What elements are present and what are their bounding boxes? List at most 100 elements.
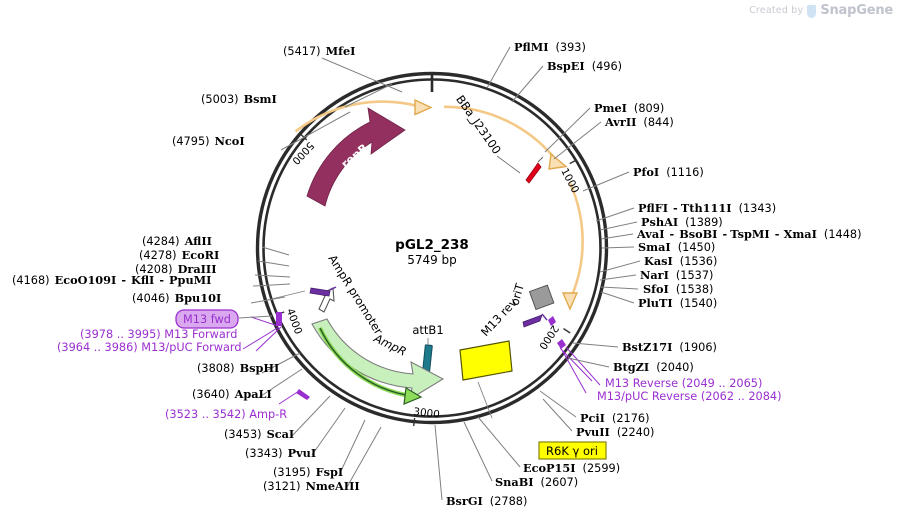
- enzyme-leader-lines: [250, 46, 641, 501]
- ruler-arc-seg-2: [443, 105, 558, 161]
- oriT-label: oriT: [507, 281, 527, 307]
- enzyme-label[interactable]: SfoI (1538): [643, 282, 713, 296]
- badge-M13-fwd[interactable]: M13 fwd: [175, 309, 273, 329]
- enzyme-label[interactable]: PciI (2176): [580, 411, 650, 425]
- enzyme-label[interactable]: PfoI (1116): [633, 165, 704, 179]
- badge-R6K-gamma-ori-label: R6K γ ori: [546, 444, 598, 458]
- M13-fwd-primer-leader-3: [255, 326, 282, 352]
- plasmid-name-title: pGL2_238: [395, 237, 469, 253]
- M13-rev-primer-shape: [557, 339, 566, 349]
- Amp-R-primer-arrow-shape: [296, 389, 310, 400]
- enzyme-label[interactable]: (5417) MfeI: [283, 44, 355, 58]
- badge-R6K-gamma-ori[interactable]: R6K γ ori: [538, 441, 607, 460]
- enzyme-label[interactable]: KasI (1536): [644, 254, 717, 268]
- enzyme-label[interactable]: (5003) BsmI: [201, 92, 277, 106]
- ruler-arrowhead-2: [548, 152, 568, 170]
- feature-repB[interactable]: repB: [306, 107, 406, 207]
- primer-label[interactable]: M13 Reverse (2049 .. 2065): [605, 377, 762, 390]
- M13-fwd-primer-shape: [276, 312, 282, 326]
- ruler-tick-label-1000: 1000: [558, 166, 581, 195]
- primer-label[interactable]: M13/pUC Reverse (2062 .. 2084): [597, 390, 782, 403]
- purple-marker-shape-2: [548, 316, 556, 326]
- ruler-arc-arrowheads: [414, 98, 579, 311]
- M13-fwd-arrow-shape: [309, 287, 331, 297]
- feature-oriT[interactable]: oriT: [507, 281, 555, 311]
- enzyme-label[interactable]: (4795) NcoI: [172, 134, 245, 148]
- feature-attB1[interactable]: attB1: [412, 323, 444, 373]
- enzyme-label[interactable]: (3640) ApaLI: [192, 387, 272, 401]
- enzyme-label[interactable]: PshAI (1389): [641, 215, 723, 229]
- R6K-gamma-ori-shape: [459, 340, 513, 381]
- watermark-prefix: Created by: [749, 5, 804, 16]
- enzyme-label[interactable]: SnaBI (2607): [495, 475, 578, 489]
- ruler-arcs: [294, 100, 584, 301]
- oriT-box-shape: [528, 284, 555, 311]
- ruler-arrowhead-1: [414, 98, 433, 116]
- enzyme-label[interactable]: BsrGI (2788): [446, 494, 527, 508]
- enzyme-label[interactable]: AvrII (844): [604, 115, 674, 129]
- M13-rev-label: M13 rev: [478, 295, 520, 339]
- attB1-box-shape: [422, 344, 433, 373]
- enzyme-label[interactable]: (3121) NmeAIII: [263, 479, 360, 493]
- enzyme-label[interactable]: SmaI (1450): [638, 240, 715, 254]
- M13-rev-primer-leader-1: [559, 347, 593, 382]
- R6K-gamma-ori-leader: [477, 381, 493, 419]
- enzyme-label[interactable]: BspEI (496): [547, 59, 622, 73]
- enzyme-labels-layer[interactable]: (5417) MfeI (5003) BsmI (4795) NcoI (4284) AflI…: [12, 40, 862, 508]
- AmpR-promoter-label: AmpR promoter: [325, 252, 385, 337]
- primer-labels-layer[interactable]: (3978 .. 3995) M13 Forward(3964 .. 3986)…: [57, 328, 782, 421]
- feature-BBa_J23100[interactable]: BBa_J23100: [453, 93, 544, 184]
- enzyme-label[interactable]: AvaI - BsoBI - TspMI - XmaI (1448): [636, 227, 862, 241]
- enzyme-label[interactable]: (4046) Bpu10I: [132, 291, 221, 305]
- BBa_J23100-tip: [537, 156, 544, 163]
- ruler-tick-mark-3000: [412, 417, 416, 427]
- BBa_J23100-leader: [496, 155, 521, 174]
- M13-rev-primer-leader-2: [561, 349, 587, 394]
- AmpR-cds-track: [318, 327, 423, 405]
- enzyme-label[interactable]: (3343) PvuI: [245, 446, 316, 460]
- ruler-tick-mark-1000: [569, 159, 578, 165]
- enzyme-label[interactable]: (4168) EcoO109I - KflI - PpuMI: [12, 273, 211, 287]
- M13-fwd-tail: [329, 286, 337, 291]
- BBa_J23100-arrow-shape: [525, 162, 542, 184]
- M13-rev-tail: [541, 313, 548, 321]
- primer-label[interactable]: (3523 .. 3542) Amp-R: [165, 408, 287, 421]
- attB1-label: attB1: [412, 323, 443, 337]
- enzyme-label[interactable]: BtgZI (2040): [613, 360, 694, 374]
- primer-M13-rev-marker[interactable]: [557, 339, 601, 394]
- enzyme-label[interactable]: PflMI (393): [514, 40, 586, 54]
- enzyme-label[interactable]: PvuII (2240): [576, 425, 654, 439]
- enzyme-label[interactable]: NarI (1537): [640, 268, 713, 282]
- watermark-brand: SnapGene: [820, 3, 893, 18]
- primer-label[interactable]: (3978 .. 3995) M13 Forward: [80, 328, 237, 341]
- ruler-tick-label-2000: 2000: [536, 323, 560, 352]
- snapgene-logo-icon: [807, 5, 817, 18]
- enzyme-label[interactable]: (3453) ScaI: [224, 427, 294, 441]
- ruler-arc-seg-3: [568, 182, 584, 301]
- primer-M13-fwd-marker[interactable]: [242, 312, 282, 352]
- enzyme-label[interactable]: PmeI (809): [594, 101, 664, 115]
- badge-M13-fwd-label: M13 fwd: [183, 313, 231, 326]
- enzyme-label[interactable]: PluTI (1540): [638, 296, 717, 310]
- plasmid-size-label: 5749 bp: [407, 253, 457, 267]
- enzyme-label[interactable]: BstZ17I (1906): [622, 340, 717, 354]
- enzyme-label[interactable]: (4284) AflII: [142, 234, 212, 248]
- snapgene-watermark: Created by SnapGene: [749, 3, 893, 18]
- enzyme-label[interactable]: PflFI - Tth111I (1343): [638, 201, 776, 215]
- enzyme-label[interactable]: (4208) DraIII: [135, 262, 217, 276]
- BBa_J23100-label: BBa_J23100: [453, 93, 504, 157]
- repB-arrow-shape: [306, 107, 406, 207]
- primer-Amp-R-marker[interactable]: [278, 389, 310, 405]
- feature-R6K-gamma-ori[interactable]: [459, 340, 513, 419]
- M13-fwd-primer-leader-1: [250, 316, 279, 327]
- badge-R6K-gamma-ori-box: [538, 441, 607, 460]
- primer-purple-marker-right-2[interactable]: [548, 316, 556, 326]
- enzyme-label[interactable]: EcoP15I (2599): [523, 461, 620, 475]
- ruler-arc-seg-1: [294, 100, 421, 133]
- enzyme-label[interactable]: (3195) FspI: [273, 465, 343, 479]
- enzyme-label[interactable]: (4278) EcoRI: [139, 248, 219, 262]
- primer-label[interactable]: (3964 .. 3986) M13/pUC Forward: [57, 341, 242, 354]
- enzyme-label[interactable]: (3808) BspHI: [197, 361, 279, 375]
